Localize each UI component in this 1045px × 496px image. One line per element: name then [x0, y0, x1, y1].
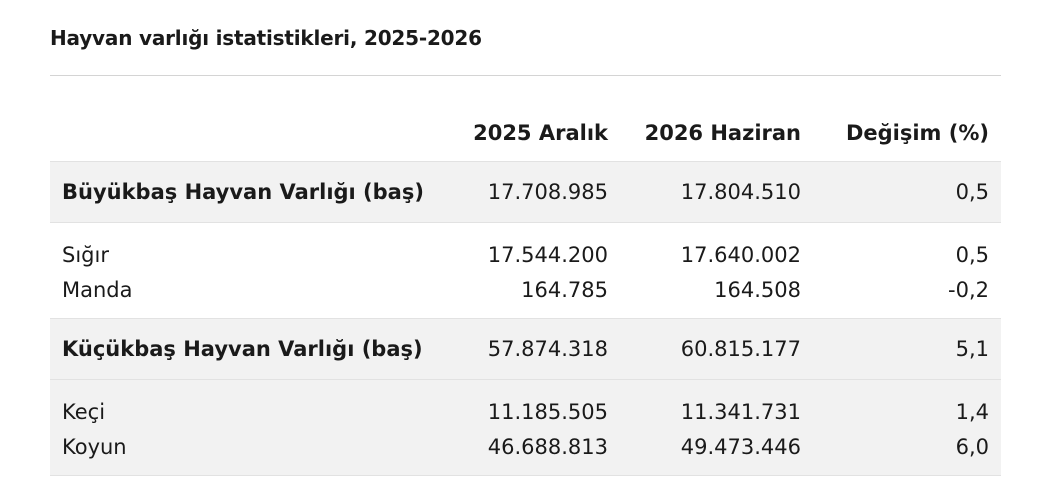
table-row: Sığır 17.544.200 17.640.002 0,5 [50, 223, 1001, 267]
value-2025: 17.708.985 [430, 161, 620, 223]
header-label [50, 104, 430, 162]
value-2025: 11.185.505 [430, 379, 620, 424]
value-2026: 164.508 [714, 278, 801, 302]
value-change: 0,5 [955, 243, 989, 267]
table-row: Manda 164.785 164.508 -0,2 [50, 267, 1001, 319]
row-label: Büyükbaş Hayvan Varlığı (baş) [50, 161, 430, 223]
value-2025: 57.874.318 [430, 318, 620, 380]
value-2025: 46.688.813 [430, 424, 620, 476]
row-label: Sığır [62, 243, 109, 267]
header-degisim: Değişim (%) [845, 120, 989, 145]
value-2026: 17.804.510 [620, 161, 813, 223]
table-title: Hayvan varlığı istatistikleri, 2025-2026 [50, 26, 482, 50]
total-row-buyukbas: Büyükbaş Hayvan Varlığı (baş) 17.708.985… [50, 161, 1001, 223]
value-change: 1,4 [813, 379, 1001, 424]
value-change: 5,1 [813, 318, 1001, 380]
row-label: Manda [62, 278, 133, 302]
value-change: 0,5 [813, 161, 1001, 223]
value-2025: 164.785 [521, 278, 608, 302]
value-2026: 17.640.002 [680, 243, 801, 267]
livestock-table: 2025 Aralık 2026 Haziran Değişim (%) Büy… [50, 104, 1001, 476]
total-row-kucukbas: Küçükbaş Hayvan Varlığı (baş) 57.874.318… [50, 318, 1001, 380]
header-2026-haziran: 2026 Haziran [644, 120, 801, 145]
value-2025: 17.544.200 [487, 243, 608, 267]
value-change: 6,0 [813, 424, 1001, 476]
value-2026: 49.473.446 [620, 424, 813, 476]
table-row: Koyun 46.688.813 49.473.446 6,0 [50, 424, 1001, 476]
header-2025-aralik: 2025 Aralık [473, 120, 608, 145]
value-2026: 11.341.731 [620, 379, 813, 424]
value-change: -0,2 [948, 278, 989, 302]
table-row: Keçi 11.185.505 11.341.731 1,4 [50, 379, 1001, 424]
header-row: 2025 Aralık 2026 Haziran Değişim (%) [50, 104, 1001, 162]
value-2026: 60.815.177 [620, 318, 813, 380]
row-label: Koyun [50, 424, 430, 476]
row-label: Keçi [50, 379, 430, 424]
title-divider [50, 75, 1001, 76]
row-label: Küçükbaş Hayvan Varlığı (baş) [50, 318, 430, 380]
